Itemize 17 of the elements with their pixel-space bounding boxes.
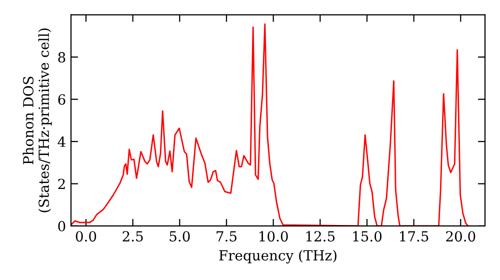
x-tick-label: 0.0 (76, 231, 96, 242)
x-tick-label: 12.5 (306, 231, 335, 242)
y-tick-label: 2 (58, 178, 65, 190)
y-tick-label: 6 (58, 94, 66, 105)
y-tick-label: 0 (58, 220, 66, 232)
x-tick-label: 2.5 (122, 231, 143, 242)
y-axis-title: Phonon DOS (States/THz·primitive cell) (22, 28, 52, 212)
x-tick-label: 5.0 (170, 231, 190, 242)
x-tick-label: 17.5 (400, 231, 428, 242)
y-tick-label: 8 (58, 52, 66, 63)
y-tick-label: 4 (58, 136, 66, 147)
line-series (71, 23, 469, 226)
x-axis-title: Frequency (THz) (219, 250, 336, 264)
x-tick-label: 7.5 (216, 231, 236, 242)
x-tick-label: 10.0 (260, 231, 288, 242)
x-tick-label: 20.0 (446, 231, 476, 242)
x-tick-label: 15.0 (353, 231, 382, 242)
